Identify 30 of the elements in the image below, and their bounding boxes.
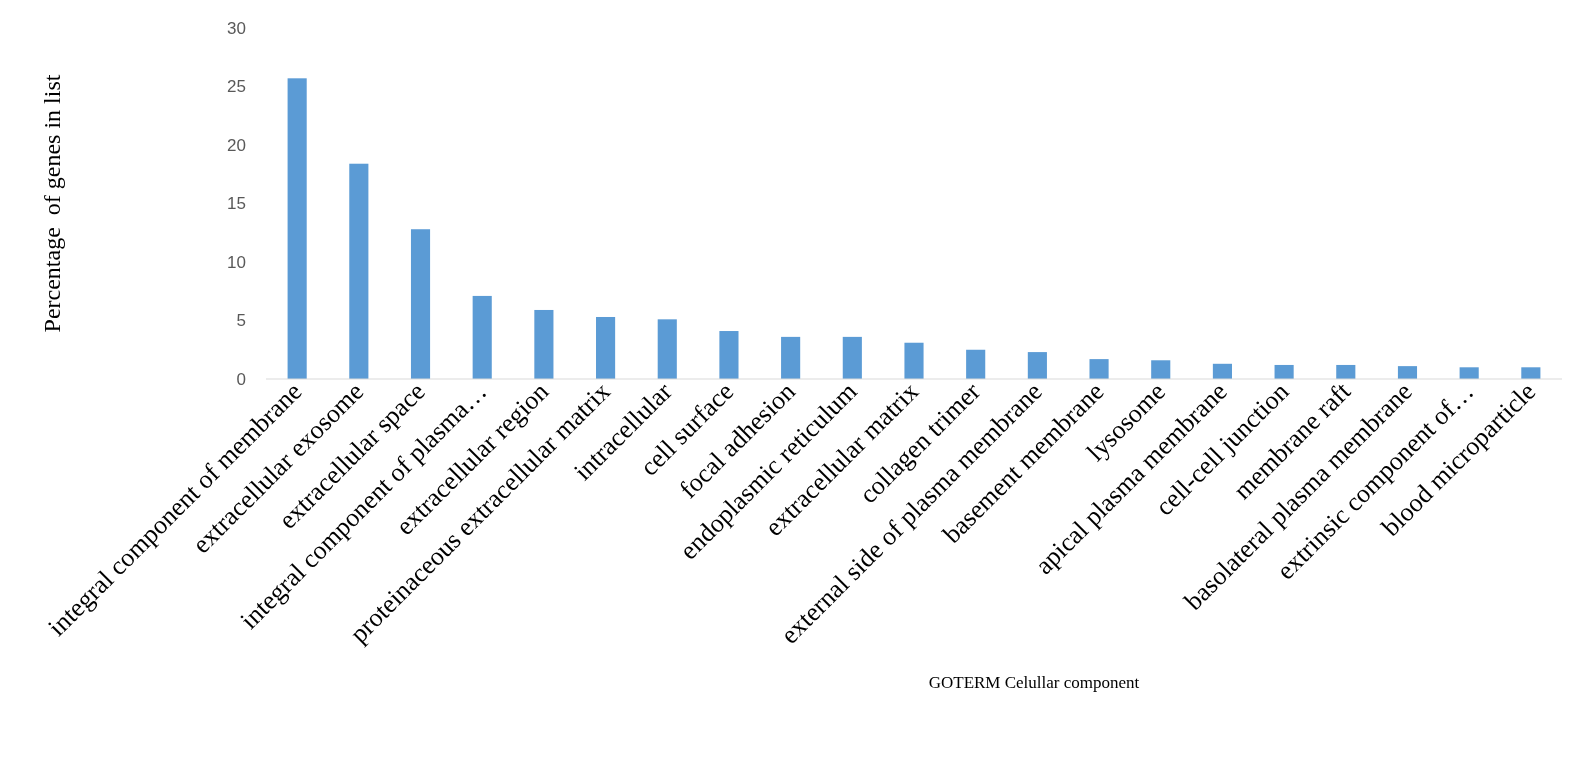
y-tick-label: 10 [227,252,246,272]
bar [1089,359,1109,379]
bar [1397,366,1418,379]
bar [1521,367,1541,379]
y-tick-label: 30 [227,18,246,38]
bar [657,319,677,379]
y-tick-label: 0 [236,369,246,389]
bar [472,295,492,379]
bar [596,316,616,379]
x-axis-title: GOTERM Celullar component [928,673,1140,692]
bar [1459,367,1479,379]
y-tick-label: 15 [227,194,246,214]
bar [410,229,431,379]
y-tick-label: 5 [236,311,246,331]
bar [966,349,986,379]
y-axis-title: Percentage of genes in list [39,74,65,333]
bar [1151,360,1171,379]
bar [904,342,924,379]
bar [1027,352,1047,379]
y-tick-label: 20 [227,135,246,155]
bar [719,331,739,379]
bar [1336,364,1356,379]
bar [349,163,369,379]
bar [287,78,307,379]
y-tick-label: 25 [227,77,246,97]
bar [842,336,862,379]
bar [781,336,801,379]
bar [1274,364,1294,379]
bar [1212,363,1232,379]
bar [534,309,554,379]
